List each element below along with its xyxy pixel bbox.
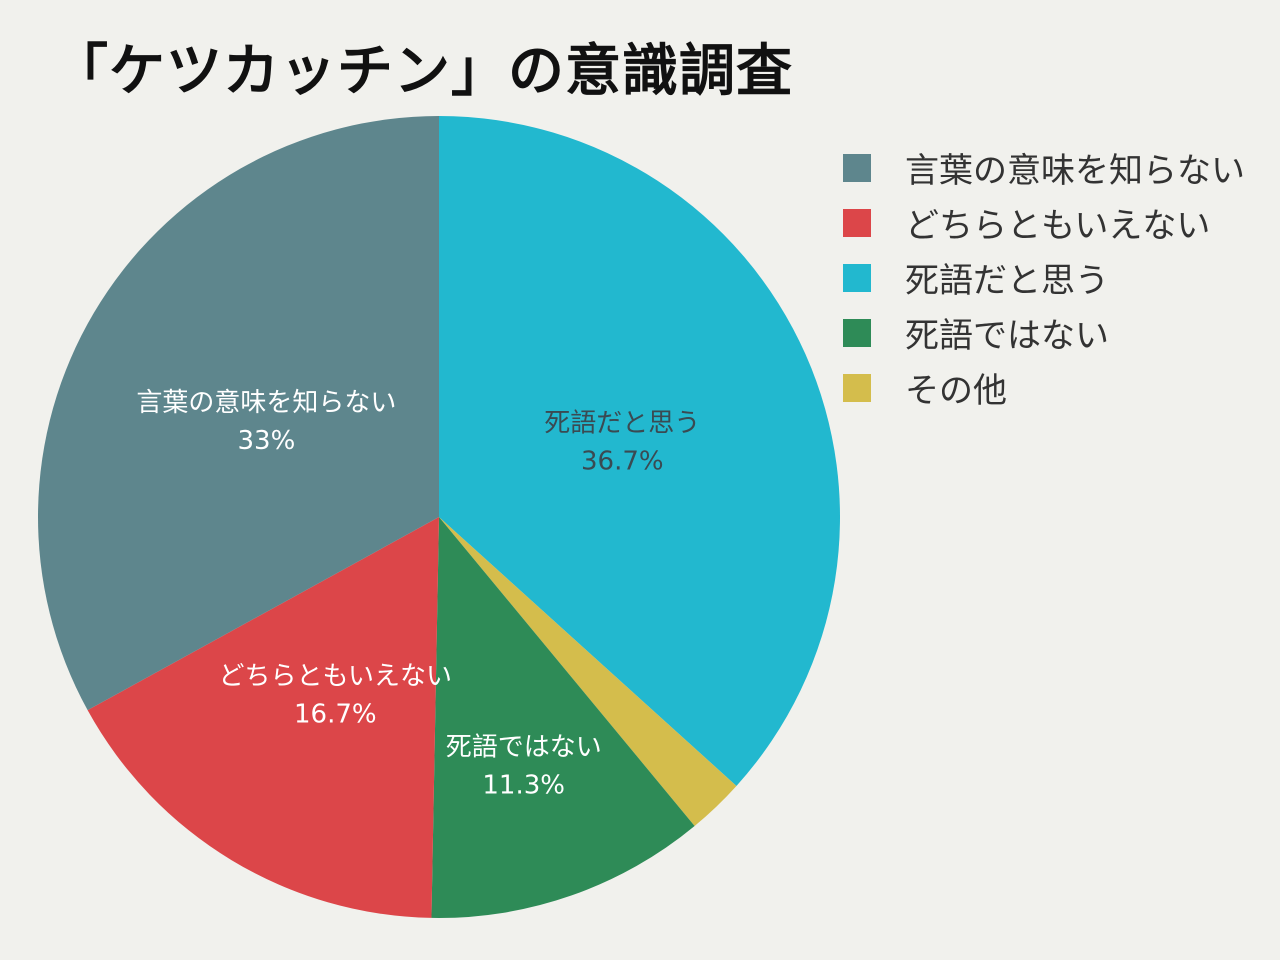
legend-swatch [843,373,871,402]
legend-label: 死語だと思う [905,261,1109,301]
chart-title: 「ケツカッチン」の意識調査 [52,39,793,104]
pie-slice-not-dead-word[interactable] [431,517,695,919]
legend-item-not-dead-word[interactable]: 死語ではない [843,305,1273,360]
legend-item-dead-word[interactable]: 死語だと思う [843,250,1273,305]
legend-item-unknown-meaning[interactable]: 言葉の意味を知らない [843,140,1273,195]
slice-value-dead-word: 36.7% [581,447,664,477]
slice-value-unknown-meaning: 33% [238,426,296,456]
pie-slices [38,116,840,919]
pie-labels: 死語だと思う 36.7% 死語ではない 11.3% どちらともいえない 16.7% 言葉の意… [136,388,700,800]
legend-swatch [843,318,871,347]
slice-value-neutral: 16.7% [294,700,377,730]
legend-label: 言葉の意味を知らない [905,151,1245,191]
slice-label-dead-word: 死語だと思う [544,409,700,439]
legend-label: 死語ではない [905,316,1109,356]
legend-label: その他 [905,371,1007,411]
legend-swatch [843,153,871,182]
pie-slice-other[interactable] [439,517,737,826]
legend-swatch [843,208,871,237]
pie-slice-neutral[interactable] [87,517,439,918]
legend-item-neutral[interactable]: どちらともいえない [843,195,1273,250]
legend-item-other[interactable]: その他 [843,360,1273,415]
pie-slice-dead-word[interactable] [439,116,840,786]
pie-slice-unknown-meaning[interactable] [38,116,439,711]
slice-value-not-dead-word: 11.3% [482,770,565,800]
slice-label-neutral: どちらともいえない [219,662,452,692]
slice-label-not-dead-word: 死語ではない [446,732,602,762]
slice-label-unknown-meaning: 言葉の意味を知らない [136,388,396,418]
legend-swatch [843,263,871,292]
legend-label: どちらともいえない [905,206,1211,246]
legend: 言葉の意味を知らない どちらともいえない 死語だと思う 死語ではない その他 [843,140,1273,415]
